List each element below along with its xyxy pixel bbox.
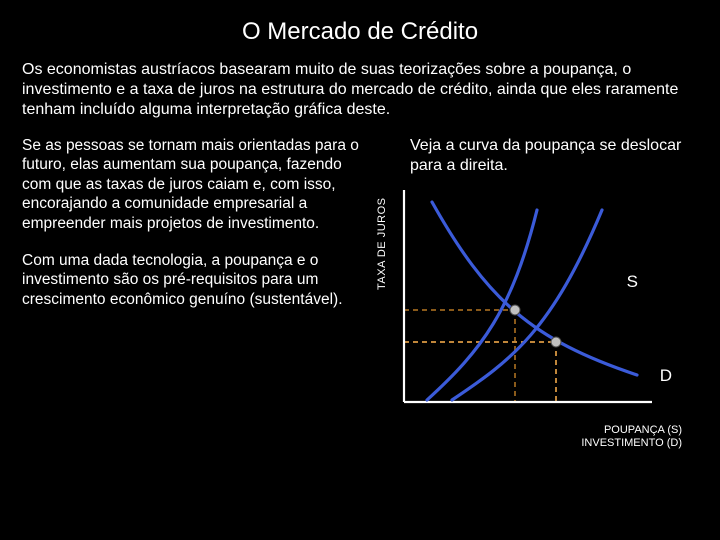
demand-curve-label: D <box>660 366 672 386</box>
lower-section: Se as pessoas se tornam mais orientadas … <box>0 130 720 450</box>
intro-paragraph: Os economistas austríacos basearam muito… <box>0 60 720 130</box>
paragraph-1: Se as pessoas se tornam mais orientadas … <box>22 136 362 233</box>
right-caption: Veja a curva da poupança se deslocar par… <box>372 136 704 180</box>
chart-svg <box>372 180 672 420</box>
x-axis-label: POUPANÇA (S) INVESTIMENTO (D) <box>581 424 682 450</box>
x-axis-label-line2: INVESTIMENTO (D) <box>581 437 682 450</box>
x-axis-label-line1: POUPANÇA (S) <box>581 424 682 437</box>
page-title: O Mercado de Crédito <box>0 0 720 60</box>
y-axis-label: TAXA DE JUROS <box>376 198 388 290</box>
right-column: Veja a curva da poupança se deslocar par… <box>372 136 704 450</box>
supply-curve-label: S <box>627 272 638 292</box>
paragraph-2: Com uma dada tecnologia, a poupança e o … <box>22 251 362 309</box>
credit-market-chart: TAXA DE JUROS S D POUPANÇA (S) INVESTIME… <box>372 180 682 450</box>
left-column: Se as pessoas se tornam mais orientadas … <box>22 136 362 450</box>
